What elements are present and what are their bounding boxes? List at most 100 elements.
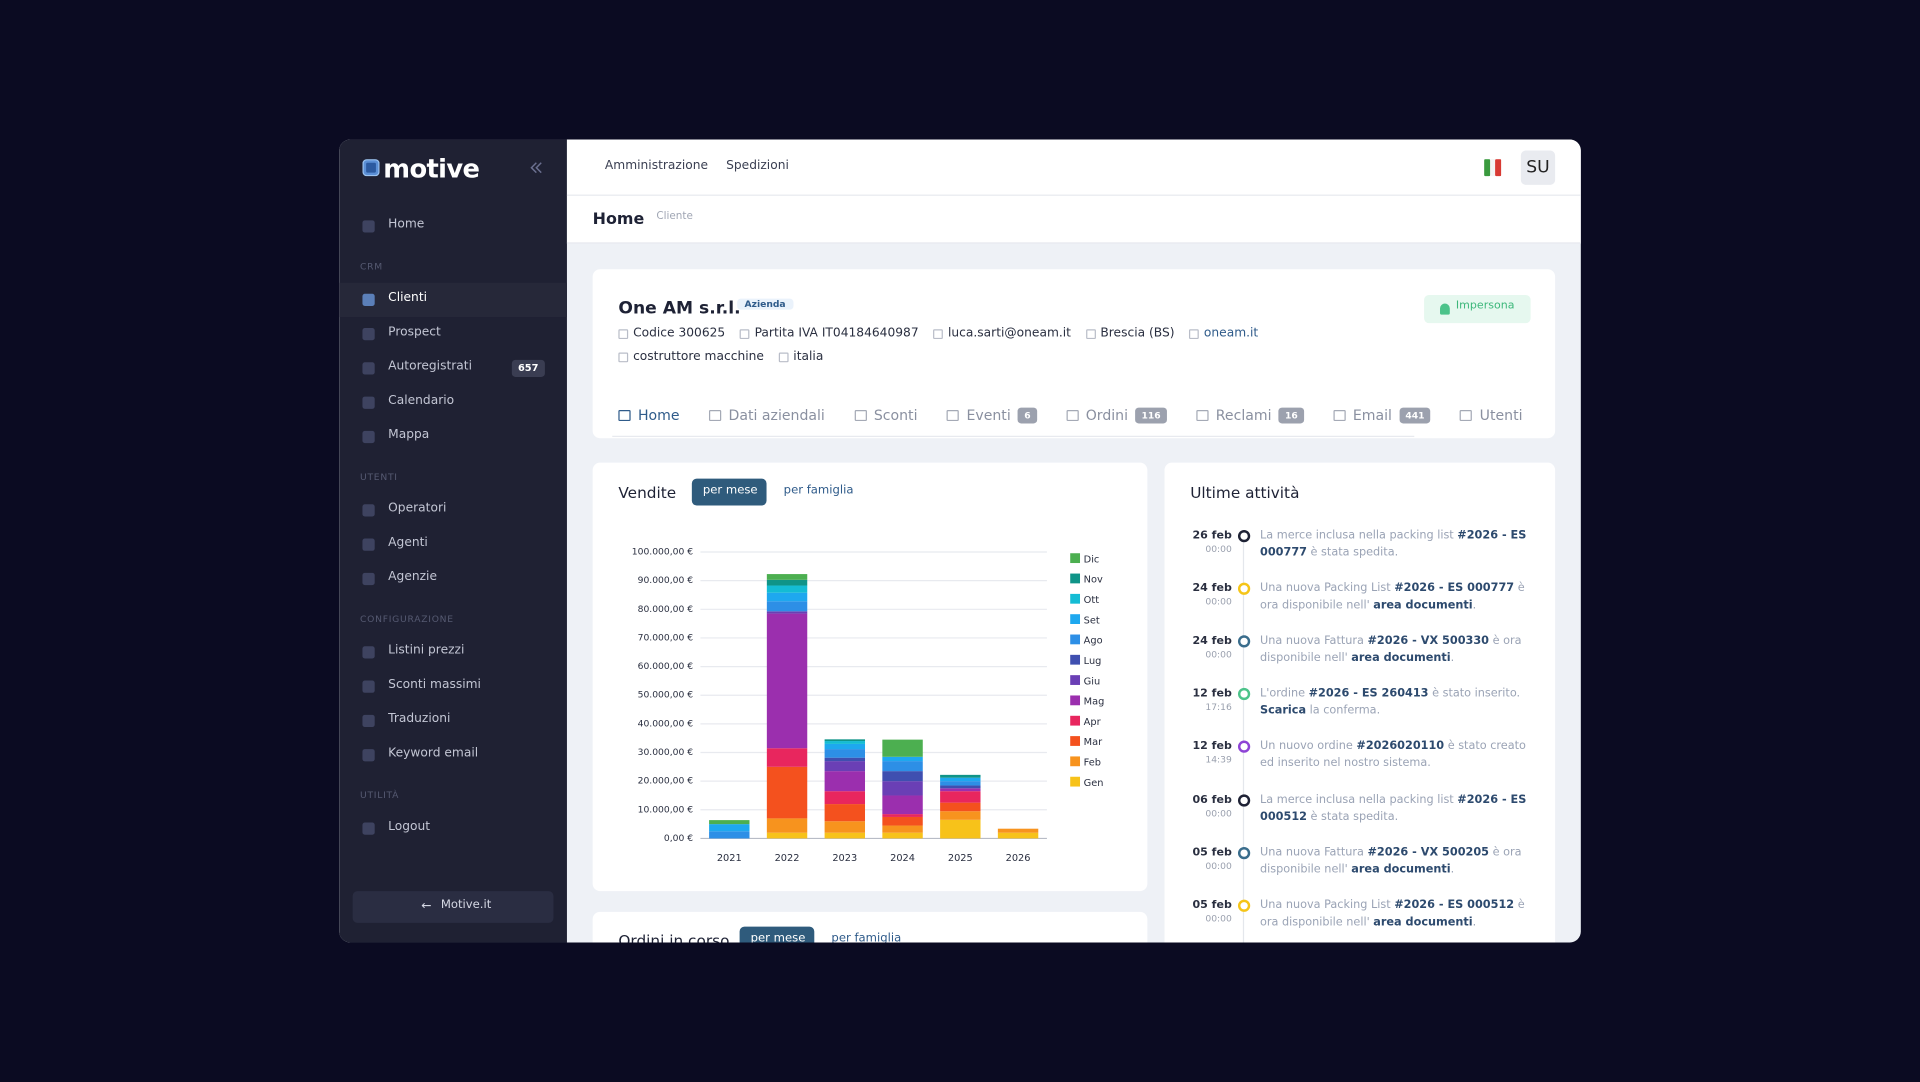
toggle-active-bg[interactable] (739, 926, 815, 943)
activity-time: 14:39 (1205, 754, 1232, 766)
toggle-active[interactable]: per mese (702, 483, 758, 497)
tab-label[interactable]: Sconti (873, 406, 918, 424)
collapse-icon[interactable] (529, 160, 544, 175)
toggle-active-bg[interactable] (691, 478, 767, 506)
tab-label[interactable]: Reclami (1215, 406, 1272, 424)
legend-label: Feb (1084, 758, 1101, 769)
activity-date: 12 feb (1192, 688, 1232, 701)
sidebar-icon (362, 328, 375, 341)
activity-text: Una nuova Fattura #2026 - VX 500205 è or… (1260, 844, 1537, 878)
activity-link[interactable]: Scarica (1260, 704, 1307, 718)
bar-segment (824, 749, 866, 758)
tab-label[interactable]: Ordini (1085, 406, 1129, 424)
sidebar-item[interactable]: Agenti (388, 536, 428, 550)
bar-segment (940, 788, 981, 792)
sidebar-item[interactable]: Clienti (388, 291, 428, 305)
tab-icon (1460, 409, 1473, 421)
tab[interactable]: Dati aziendali (708, 405, 825, 425)
tab[interactable]: Eventi 6 (946, 405, 1037, 425)
activity-link[interactable]: #2026 - VX 500330 (1367, 634, 1490, 648)
activity-text-part: Un nuovo ordine (1260, 739, 1357, 754)
sidebar-footer-label[interactable]: Motive.it (440, 898, 492, 912)
sidebar-item[interactable]: Prospect (388, 325, 441, 340)
bar-segment (997, 832, 1039, 839)
activity-link[interactable]: area documenti (1373, 598, 1473, 613)
activity-link[interactable]: area documenti (1373, 915, 1473, 929)
activity-link[interactable]: area documenti (1351, 651, 1451, 665)
sidebar-item[interactable]: Keyword email (388, 746, 479, 761)
sidebar-item[interactable]: Agenzie (388, 570, 437, 584)
tab-label[interactable]: Dati aziendali (728, 406, 825, 424)
tab[interactable]: Ordini 116 (1066, 405, 1167, 425)
legend-label: Lug (1084, 656, 1102, 667)
activity-link[interactable]: #2026 - ES 000777 (1394, 581, 1515, 595)
tab[interactable]: Utenti (1460, 405, 1523, 425)
tab-icon (1066, 409, 1079, 421)
toggle[interactable]: per famiglia (831, 931, 902, 943)
impersona-label[interactable]: Impersona (1455, 299, 1515, 313)
sidebar-item[interactable]: Mappa (388, 428, 430, 442)
tab-label[interactable]: Eventi (966, 406, 1011, 424)
tab[interactable]: Sconti (854, 405, 917, 425)
bar-segment (766, 611, 808, 614)
activity-time: 00:00 (1205, 648, 1232, 660)
tab-label[interactable]: Home (637, 406, 680, 424)
bar-segment (882, 816, 923, 826)
activity-link[interactable]: area documenti (1351, 862, 1451, 876)
detail-text: italia (793, 350, 824, 364)
tab-label[interactable]: Email (1352, 406, 1392, 424)
bar-segment (824, 791, 866, 805)
activity-text-part: Una nuova Packing List (1260, 898, 1395, 912)
detail-text: Partita IVA IT04184640987 (754, 326, 919, 341)
bar-segment (824, 771, 866, 792)
activity-link[interactable]: #2026 - ES 260413 (1308, 687, 1429, 701)
user-initials[interactable]: SU (1526, 157, 1550, 178)
top-nav-link[interactable]: Spedizioni (726, 159, 789, 173)
footer-arrow: ← (421, 899, 432, 914)
tab[interactable]: Email 441 (1333, 405, 1431, 425)
activities-panel (1164, 462, 1556, 943)
legend-label: Nov (1084, 575, 1103, 586)
activity-date: 24 feb (1192, 582, 1232, 595)
user-avatar[interactable] (1520, 150, 1556, 185)
detail-text[interactable]: oneam.it (1203, 326, 1259, 341)
sidebar-section-title: UTILITÀ (360, 789, 400, 801)
breadcrumb-title: Home (592, 210, 645, 229)
sidebar-footer-button[interactable] (352, 891, 554, 923)
activity-time: 00:00 (1205, 543, 1232, 555)
tab-label[interactable]: Utenti (1479, 406, 1523, 424)
activity-link[interactable]: #2026 - ES 000512 (1394, 898, 1515, 912)
bar-segment (766, 766, 808, 819)
sidebar-item[interactable]: Logout (388, 820, 431, 834)
tab-icon (708, 409, 722, 421)
legend-swatch (1070, 654, 1081, 665)
sidebar-item[interactable]: Calendario (388, 394, 455, 408)
detail-icon (1085, 329, 1096, 340)
activity-link[interactable]: #2026020110 (1356, 739, 1445, 754)
activity-link[interactable]: #2026 - ES 000777 (1260, 528, 1527, 560)
sidebar-item[interactable]: Listini prezzi (388, 643, 465, 658)
sidebar-item[interactable]: Operatori (388, 501, 447, 516)
sidebar-icon (362, 749, 375, 762)
toggle[interactable]: per famiglia (783, 483, 854, 497)
y-tick-label: 40.000,00 € (638, 718, 694, 729)
sidebar-item[interactable]: Autoregistrati (388, 359, 473, 374)
sidebar-item[interactable]: Home (388, 217, 425, 232)
activity-text-part: è ora disponibile nell' (1260, 845, 1522, 876)
language-flag[interactable] (1484, 159, 1502, 177)
tab[interactable]: Home (618, 405, 680, 425)
sidebar-item[interactable]: Sconti massimi (388, 678, 481, 692)
bar-segment (882, 825, 923, 833)
sidebar-item[interactable]: Traduzioni (388, 712, 451, 726)
bar-segment (940, 785, 981, 789)
activity-link[interactable]: #2026 - ES 000512 (1260, 792, 1527, 824)
toggle-active[interactable]: per mese (750, 931, 806, 943)
activity-text-part: Una nuova Fattura (1260, 634, 1368, 648)
tab-icon (618, 409, 631, 421)
legend-swatch (1070, 756, 1081, 767)
bar-segment (882, 814, 923, 817)
tab[interactable]: Reclami 16 (1196, 405, 1304, 425)
activity-link[interactable]: #2026 - VX 500205 (1367, 845, 1490, 859)
top-nav-link[interactable]: Amministrazione (604, 159, 709, 173)
